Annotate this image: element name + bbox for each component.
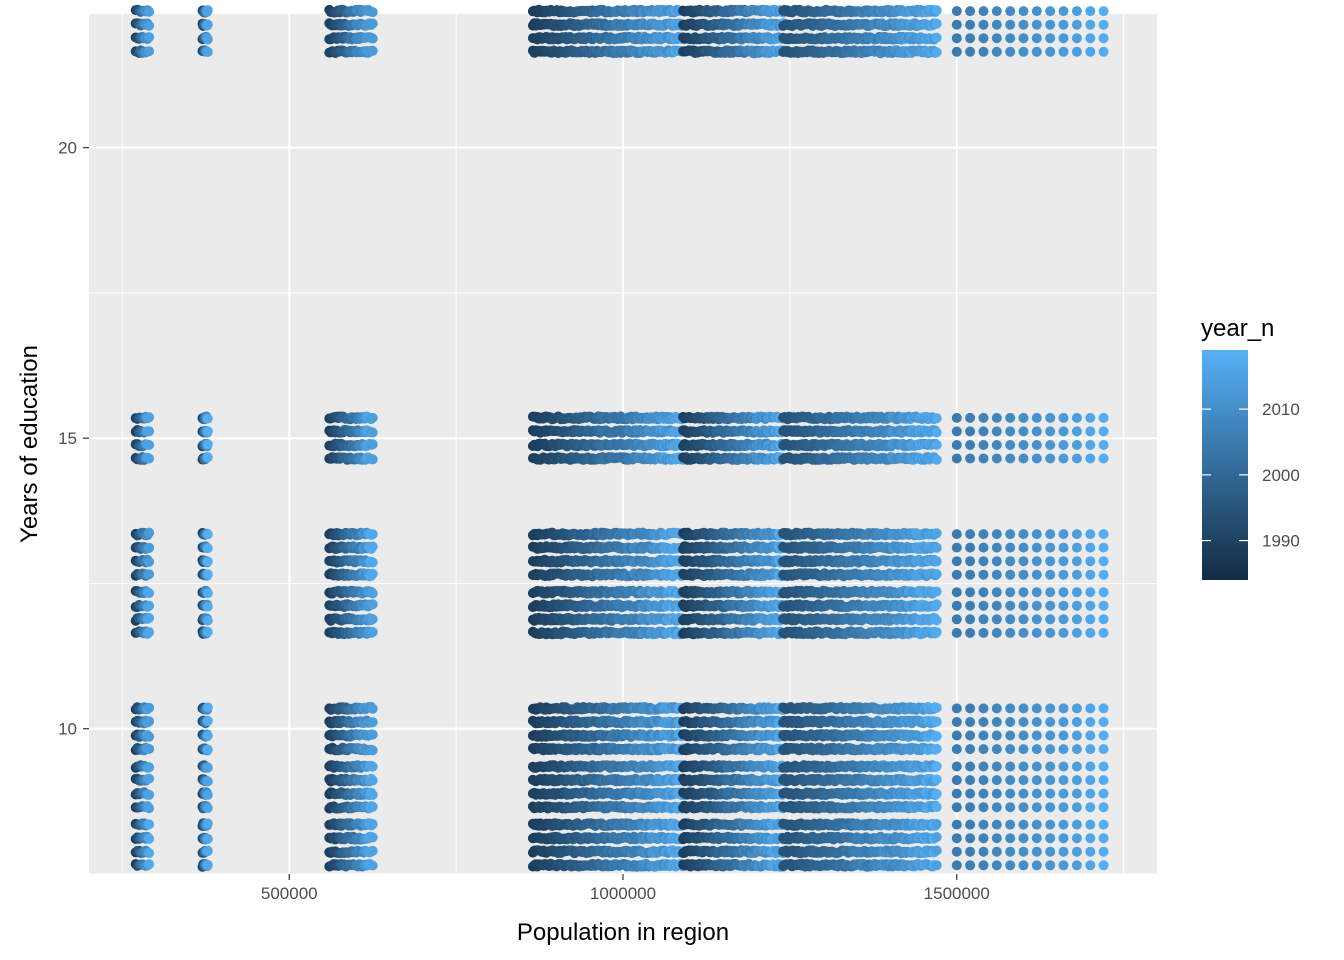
data-point-440	[202, 452, 213, 463]
data-point-954	[367, 599, 378, 610]
data-point-835	[367, 703, 378, 714]
data-point-176	[144, 569, 155, 580]
data-point-952	[367, 627, 378, 637]
data-point-104	[144, 743, 155, 754]
data-point-177	[144, 556, 155, 567]
data-point-953	[367, 614, 378, 625]
data-point-107	[144, 702, 155, 713]
data-point-594	[367, 832, 378, 843]
data-point-140	[144, 627, 155, 638]
data-point-834	[367, 717, 378, 728]
data-point-344	[202, 744, 213, 755]
data-point-409	[202, 556, 213, 567]
data-point-345	[202, 730, 213, 741]
data-point-1314	[367, 18, 378, 29]
data-point-410	[202, 543, 213, 554]
data-point-472	[202, 47, 213, 57]
data-point-70	[144, 773, 155, 784]
data-point-593	[367, 845, 378, 856]
data-point-378	[202, 601, 213, 612]
data-point-442	[202, 426, 213, 437]
data-point-68	[144, 803, 155, 814]
data-point-248	[144, 46, 155, 57]
data-point-443	[202, 413, 213, 424]
data-point-474	[202, 19, 213, 30]
data-point-411	[202, 529, 213, 540]
data-point-377	[202, 615, 213, 626]
data-point-441	[202, 439, 213, 450]
data-point-141	[144, 613, 155, 623]
data-point-1075	[367, 529, 378, 540]
data-point-408	[202, 569, 213, 580]
data-point-314	[202, 776, 213, 787]
data-point-713	[367, 789, 378, 800]
data-point-833	[367, 729, 378, 740]
data-point-347	[202, 702, 213, 713]
data-point-212	[144, 453, 155, 464]
data-points	[130, 4, 1109, 872]
data-point-1073	[367, 557, 378, 568]
data-point-106	[144, 716, 155, 727]
data-point-105	[144, 731, 155, 742]
data-point-34	[144, 833, 155, 844]
data-point-143	[144, 588, 155, 599]
data-point-473	[202, 34, 213, 45]
data-point-35	[144, 819, 155, 830]
data-point-714	[367, 775, 378, 786]
data-point-379	[202, 588, 213, 599]
data-point-71	[144, 762, 155, 773]
data-point-712	[367, 801, 378, 812]
data-point-346	[202, 715, 213, 726]
data-point-1195	[367, 412, 378, 423]
data-point-213	[144, 440, 155, 450]
data-point-1313	[367, 33, 378, 44]
data-point-33	[144, 848, 155, 858]
data-point-32	[144, 859, 155, 870]
data-point-312	[202, 803, 213, 813]
data-point-214	[144, 426, 155, 437]
data-point-315	[202, 762, 213, 773]
data-point-249	[144, 32, 155, 43]
data-point-376	[202, 626, 213, 637]
data-point-475	[202, 5, 213, 16]
data-point-832	[367, 745, 378, 756]
data-point-1193	[367, 439, 378, 450]
data-point-250	[144, 20, 155, 31]
data-point-1315	[367, 7, 378, 18]
data-point-142	[144, 600, 155, 611]
data-point-313	[202, 789, 213, 800]
data-point-1192	[367, 454, 378, 465]
data-point-282	[202, 833, 213, 844]
data-point-1072	[367, 568, 378, 579]
data-point-251	[144, 6, 155, 17]
data-point-1312	[367, 45, 378, 56]
data-point-215	[144, 412, 155, 423]
data-point-281	[202, 845, 213, 856]
data-point-283	[202, 818, 213, 829]
data-point-595	[367, 819, 378, 830]
data-point-715	[367, 761, 378, 772]
data-point-69	[144, 789, 155, 800]
data-point-1074	[367, 541, 378, 552]
data-point-592	[367, 860, 378, 871]
data-point-1194	[367, 427, 378, 438]
data-point-178	[144, 542, 155, 553]
data-point-280	[202, 859, 213, 870]
data-point-955	[367, 588, 378, 599]
data-point-179	[144, 527, 155, 538]
